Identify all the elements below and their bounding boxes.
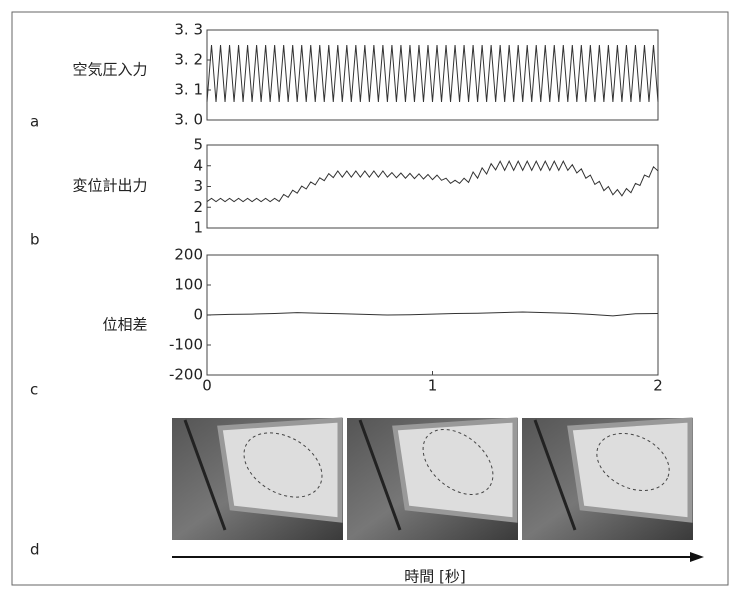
x-tick-label: 0 xyxy=(202,377,212,395)
y-tick-label: 2 xyxy=(193,198,203,216)
data-line xyxy=(207,161,658,201)
panel-label: a xyxy=(30,113,39,131)
photo xyxy=(522,418,693,540)
y-tick-label: 3. 1 xyxy=(174,81,203,99)
x-tick-label: 1 xyxy=(428,377,438,395)
panel-label: c xyxy=(30,381,38,399)
plot-frame xyxy=(207,255,658,375)
y-tick-label: 3. 3 xyxy=(174,21,203,39)
data-line xyxy=(207,312,658,316)
photo xyxy=(172,418,343,540)
y-tick-label: 200 xyxy=(174,246,203,264)
y-tick-label: 3. 2 xyxy=(174,51,203,69)
y-tick-label: -100 xyxy=(169,336,203,354)
y-tick-label: 100 xyxy=(174,276,203,294)
y-axis-label: 位相差 xyxy=(102,316,147,334)
figure: d 時間 [秒] 3. 0 3. 1 3. 2 3. 3 空気圧入力 a 1 2 3 4 5 変位計出… xyxy=(0,0,740,595)
photo xyxy=(347,416,518,540)
x-tick-label: 2 xyxy=(653,377,663,395)
time-label: 時間 [秒] xyxy=(404,568,465,586)
y-tick-label: 5 xyxy=(193,136,203,154)
panel-label: d xyxy=(30,541,40,559)
y-tick-label: 1 xyxy=(193,219,203,237)
plot-frame xyxy=(207,30,658,120)
photos xyxy=(172,416,693,540)
y-tick-label: 4 xyxy=(193,156,203,174)
y-tick-label: 3. 0 xyxy=(174,111,203,129)
y-tick-label: -200 xyxy=(169,366,203,384)
y-tick-label: 3 xyxy=(193,177,203,195)
y-axis-label: 変位計出力 xyxy=(72,177,147,195)
arrow-head xyxy=(690,552,704,562)
plot-frame xyxy=(207,145,658,228)
panel-label: b xyxy=(30,231,40,249)
y-axis-label: 空気圧入力 xyxy=(72,61,147,79)
y-tick-label: 0 xyxy=(193,306,203,324)
data-line xyxy=(207,45,658,102)
